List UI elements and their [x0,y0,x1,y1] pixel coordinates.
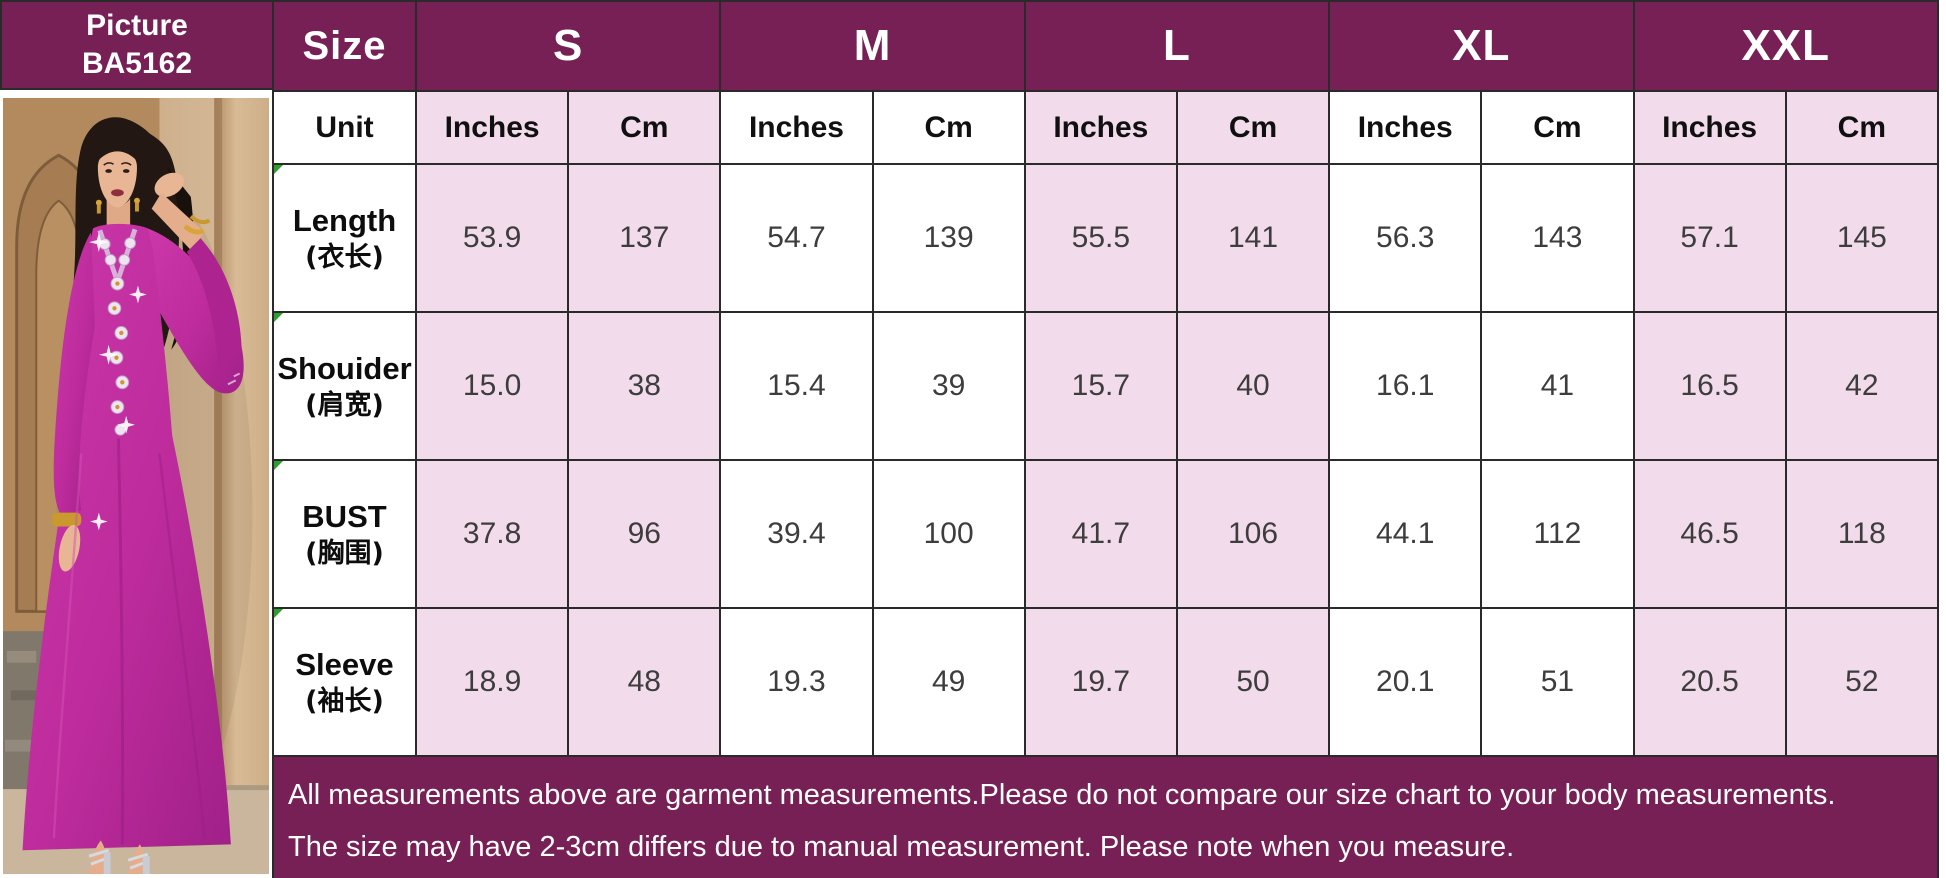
row-label-en: BUST [302,499,387,534]
note-line-2: The size may have 2-3cm differs due to m… [288,831,1515,863]
row-label-zh: (胸围) [305,538,384,569]
size-value-cell: 56.3 [1328,163,1483,313]
picture-header: Picture BA5162 [0,0,272,90]
size-value-cell: 18.9 [414,607,570,757]
size-value-cell: 141 [1175,163,1331,313]
table-row-sleeve: Sleeve (袖长) 18.9 48 19.3 49 19.7 50 20.1… [272,607,1940,757]
size-value-cell: 39.4 [719,459,874,609]
size-value-cell: 52 [1784,607,1940,757]
size-value-cell: 48 [567,607,722,757]
size-value-cell: 39 [871,311,1026,461]
size-value-cell: 15.7 [1023,311,1178,461]
product-photo [0,90,272,878]
size-value-cell: 137 [567,163,722,313]
unit-header-cell: Inches [1328,90,1483,165]
size-header-xxl: XXL [1632,0,1939,92]
table-row-shoulder: Shouider (肩宽) 15.0 38 15.4 39 15.7 40 16… [272,311,1940,461]
size-value-cell: 15.4 [719,311,874,461]
unit-header-cell: Inches [414,90,570,165]
size-value-cell: 50 [1175,607,1331,757]
row-label-zh: (衣长) [305,242,384,273]
size-chart-area: Size S M L XL XXL Unit Inches Cm Inches … [272,0,1946,878]
picture-column: Picture BA5162 [0,0,272,878]
size-header-m: M [719,0,1026,92]
size-value-cell: 20.5 [1632,607,1787,757]
unit-header-cell: Cm [1784,90,1940,165]
row-label-en: Sleeve [295,647,394,682]
size-value-cell: 16.1 [1328,311,1483,461]
note-line-1: All measurements above are garment measu… [288,779,1836,811]
size-value-cell: 96 [567,459,722,609]
size-header-s: S [414,0,722,92]
size-value-cell: 54.7 [719,163,874,313]
unit-column-header: Unit [272,90,417,165]
size-value-cell: 41.7 [1023,459,1178,609]
size-value-cell: 37.8 [414,459,570,609]
size-value-cell: 20.1 [1328,607,1483,757]
size-value-cell: 41 [1480,311,1635,461]
size-value-cell: 112 [1480,459,1635,609]
picture-header-line1: Picture [86,9,188,42]
row-label-bust: BUST (胸围) [272,459,417,609]
size-value-cell: 16.5 [1632,311,1787,461]
unit-header-cell: Inches [719,90,874,165]
size-value-cell: 38 [567,311,722,461]
size-value-cell: 53.9 [414,163,570,313]
size-value-cell: 145 [1784,163,1940,313]
row-label-length: Length (衣长) [272,163,417,313]
size-value-cell: 139 [871,163,1026,313]
row-label-en: Shouider [277,351,412,386]
unit-header-cell: Cm [1175,90,1331,165]
size-value-cell: 55.5 [1023,163,1178,313]
row-label-zh: (袖长) [305,686,384,717]
size-header-xl: XL [1328,0,1635,92]
unit-header-row: Unit Inches Cm Inches Cm Inches Cm Inche… [272,90,1940,165]
size-value-cell: 143 [1480,163,1635,313]
size-value-cell: 19.7 [1023,607,1178,757]
table-row-bust: BUST (胸围) 37.8 96 39.4 100 41.7 106 44.1… [272,459,1940,609]
table-row-length: Length (衣长) 53.9 137 54.7 139 55.5 141 5… [272,163,1940,313]
size-value-cell: 44.1 [1328,459,1483,609]
row-label-zh: (肩宽) [305,390,384,421]
unit-header-cell: Cm [567,90,722,165]
size-value-cell: 100 [871,459,1026,609]
size-header-row: Size S M L XL XXL [272,0,1939,92]
unit-header-cell: Inches [1632,90,1787,165]
size-value-cell: 42 [1784,311,1940,461]
unit-header-cell: Cm [871,90,1026,165]
unit-header-cell: Cm [1480,90,1635,165]
size-value-cell: 15.0 [414,311,570,461]
size-value-cell: 106 [1175,459,1331,609]
row-label-sleeve: Sleeve (袖长) [272,607,417,757]
row-label-shoulder: Shouider (肩宽) [272,311,417,461]
size-value-cell: 57.1 [1632,163,1787,313]
size-value-cell: 19.3 [719,607,874,757]
measurement-notes: All measurements above are garment measu… [272,757,1939,878]
product-code: BA5162 [81,47,193,80]
size-value-cell: 40 [1175,311,1331,461]
product-photo-illustration [3,98,269,874]
row-label-en: Length [292,203,397,238]
size-value-cell: 49 [871,607,1026,757]
size-value-cell: 51 [1480,607,1635,757]
size-value-cell: 118 [1784,459,1940,609]
size-chart-table: Size S M L XL XXL Unit Inches Cm Inches … [272,0,1940,757]
size-header-l: L [1023,0,1331,92]
size-value-cell: 46.5 [1632,459,1787,609]
unit-header-cell: Inches [1023,90,1178,165]
size-column-header: Size [272,0,417,92]
